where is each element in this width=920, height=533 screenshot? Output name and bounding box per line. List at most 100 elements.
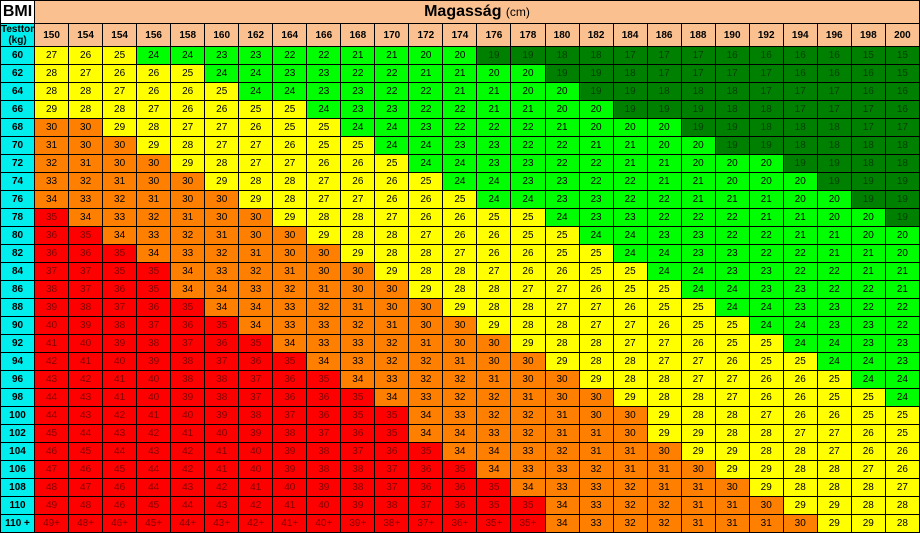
bmi-cell: 42 (239, 497, 273, 515)
bmi-cell: 30 (511, 353, 545, 371)
bmi-cell: 34 (545, 515, 579, 533)
bmi-cell: 37 (103, 299, 137, 317)
bmi-cell: 28 (443, 263, 477, 281)
bmi-cell: 38 (273, 425, 307, 443)
bmi-cell: 23 (715, 263, 749, 281)
weight-row-head: 80 (1, 227, 35, 245)
bmi-cell: 31 (273, 263, 307, 281)
bmi-cell: 37 (171, 335, 205, 353)
bmi-cell: 39 (273, 443, 307, 461)
bmi-cell: 33 (579, 497, 613, 515)
bmi-cell: 37 (69, 263, 103, 281)
bmi-cell: 18 (885, 137, 919, 155)
bmi-cell: 23 (851, 317, 885, 335)
bmi-cell: 24 (647, 245, 681, 263)
bmi-cell: 37 (205, 353, 239, 371)
bmi-cell: 26 (885, 443, 919, 461)
bmi-cell: 44 (103, 443, 137, 461)
weight-row-head: 94 (1, 353, 35, 371)
bmi-cell: 24 (375, 119, 409, 137)
bmi-cell: 32 (69, 173, 103, 191)
bmi-cell: 38 (375, 497, 409, 515)
bmi-cell: 37+ (409, 515, 443, 533)
bmi-cell: 22 (783, 245, 817, 263)
bmi-cell: 19 (817, 155, 851, 173)
bmi-cell: 31 (715, 515, 749, 533)
bmi-cell: 35 (103, 263, 137, 281)
bmi-cell: 20 (681, 155, 715, 173)
table-row: 8036353433323130302928282726262525242423… (1, 227, 920, 245)
bmi-cell: 23 (647, 227, 681, 245)
bmi-cell: 37 (375, 479, 409, 497)
table-row: 9844434140393837363635343332323130302928… (1, 389, 920, 407)
bmi-cell: 25 (647, 299, 681, 317)
weight-row-head: 110 (1, 497, 35, 515)
bmi-cell: 27 (205, 137, 239, 155)
bmi-cell: 26 (205, 101, 239, 119)
bmi-cell: 24 (715, 299, 749, 317)
bmi-cell: 33 (137, 227, 171, 245)
bmi-cell: 16 (851, 65, 885, 83)
bmi-cell: 23 (409, 119, 443, 137)
bmi-cell: 35 (35, 209, 69, 227)
bmi-cell: 22 (409, 83, 443, 101)
bmi-cell: 27 (239, 155, 273, 173)
bmi-cell: 25 (851, 407, 885, 425)
bmi-cell: 46 (103, 479, 137, 497)
bmi-cell: 20 (545, 101, 579, 119)
bmi-cell: 28 (375, 227, 409, 245)
bmi-cell: 41 (103, 389, 137, 407)
bmi-cell: 27 (477, 263, 511, 281)
bmi-cell: 31 (579, 443, 613, 461)
bmi-cell: 26 (749, 389, 783, 407)
height-col-head: 188 (681, 24, 715, 47)
corner-bmi-label: BMI (1, 1, 35, 24)
bmi-cell: 16 (885, 83, 919, 101)
bmi-cell: 32 (613, 479, 647, 497)
bmi-cell: 31 (749, 515, 783, 533)
bmi-cell: 44 (69, 425, 103, 443)
bmi-cell: 27 (205, 119, 239, 137)
bmi-cell: 21 (749, 191, 783, 209)
bmi-cell: 29 (817, 497, 851, 515)
bmi-cell: 21 (443, 65, 477, 83)
bmi-cell: 20 (477, 65, 511, 83)
bmi-cell: 34 (239, 299, 273, 317)
bmi-cell: 30 (35, 119, 69, 137)
bmi-cell: 29 (273, 209, 307, 227)
bmi-cell: 39 (307, 479, 341, 497)
bmi-cell: 35 (239, 335, 273, 353)
bmi-cell: 29 (613, 389, 647, 407)
bmi-cell: 38+ (375, 515, 409, 533)
bmi-cell: 23 (239, 47, 273, 65)
bmi-cell: 31 (35, 137, 69, 155)
bmi-cell: 23 (817, 317, 851, 335)
bmi-cell: 19 (715, 137, 749, 155)
bmi-cell: 45 (35, 425, 69, 443)
height-col-head: 170 (375, 24, 409, 47)
bmi-cell: 23 (341, 101, 375, 119)
bmi-cell: 32 (375, 353, 409, 371)
bmi-cell: 19 (545, 65, 579, 83)
bmi-cell: 31 (477, 371, 511, 389)
weight-row-head: 82 (1, 245, 35, 263)
bmi-cell: 32 (477, 407, 511, 425)
bmi-cell: 31 (613, 461, 647, 479)
bmi-cell: 30 (545, 389, 579, 407)
bmi-cell: 20 (647, 119, 681, 137)
bmi-cell: 25 (885, 407, 919, 425)
bmi-cell: 19 (511, 47, 545, 65)
bmi-cell: 29 (749, 479, 783, 497)
bmi-cell: 26 (375, 191, 409, 209)
weight-row-head: 106 (1, 461, 35, 479)
bmi-cell: 33 (579, 515, 613, 533)
bmi-cell: 35 (137, 281, 171, 299)
bmi-cell: 37 (69, 281, 103, 299)
bmi-cell: 36 (273, 389, 307, 407)
bmi-cell: 32 (35, 155, 69, 173)
bmi-cell: 21 (783, 209, 817, 227)
bmi-cell: 29 (477, 317, 511, 335)
height-col-head: 162 (239, 24, 273, 47)
bmi-cell: 32 (409, 353, 443, 371)
bmi-cell: 30 (307, 263, 341, 281)
